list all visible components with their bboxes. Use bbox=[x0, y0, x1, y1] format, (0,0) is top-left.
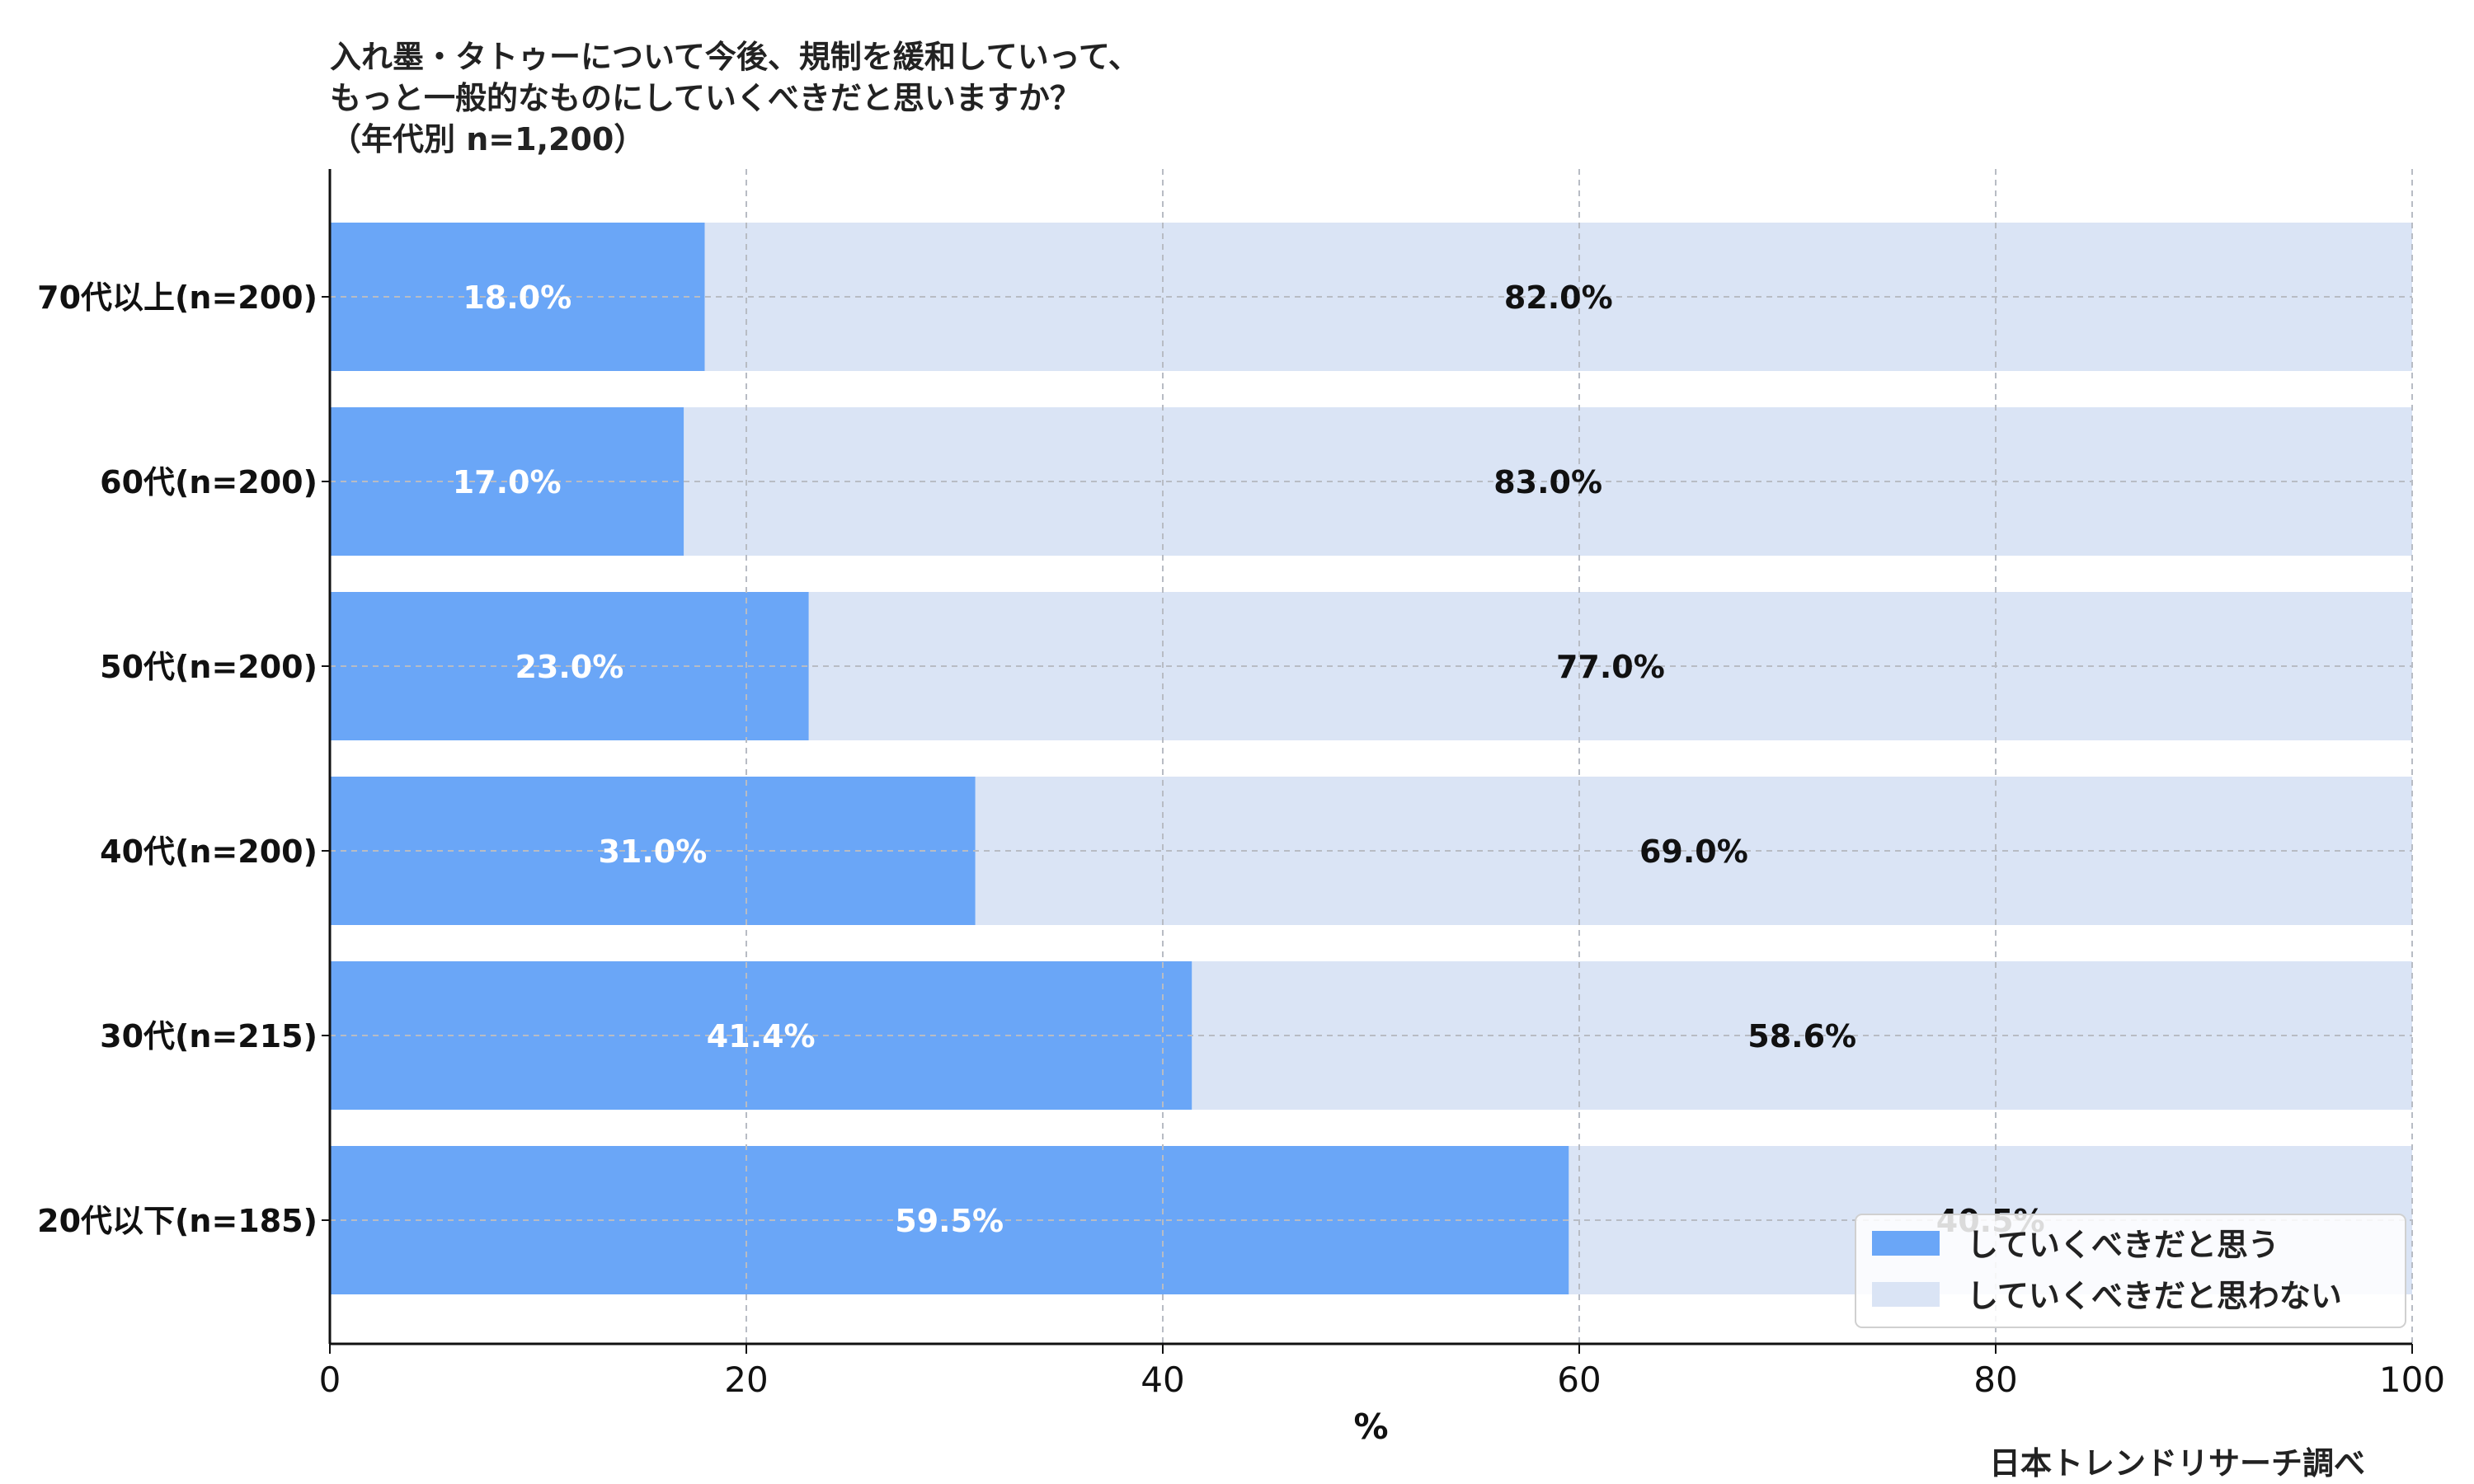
y-tick-label: 40代(n=200) bbox=[100, 834, 317, 870]
x-tick-label: 100 bbox=[2379, 1360, 2445, 1400]
data-label: 31.0% bbox=[598, 834, 707, 870]
data-label: 59.5% bbox=[895, 1203, 1004, 1239]
y-tick-label: 60代(n=200) bbox=[100, 464, 317, 500]
legend-box bbox=[1855, 1214, 2406, 1328]
y-tick-label: 50代(n=200) bbox=[100, 649, 317, 685]
bars-layer bbox=[330, 223, 2412, 1294]
x-tick-label: 80 bbox=[1973, 1360, 2017, 1400]
chart-title-line-1: 入れ墨・タトゥーについて今後、規制を緩和していって、 bbox=[330, 39, 1140, 75]
data-label: 23.0% bbox=[515, 649, 623, 685]
x-axis-label: % bbox=[1353, 1407, 1388, 1447]
y-tick-label: 70代以上(n=200) bbox=[37, 279, 317, 316]
data-label: 41.4% bbox=[707, 1018, 816, 1054]
source-credit: 日本トレンドリサーチ調べ bbox=[1988, 1445, 2365, 1482]
chart-title-line-2: もっと一般的なものにしていくべきだと思いますか？ bbox=[330, 80, 1081, 116]
chart-title-line-3: （年代別 n=1,200） bbox=[330, 121, 646, 157]
x-tick-label: 20 bbox=[724, 1360, 768, 1400]
data-label: 17.0% bbox=[453, 464, 562, 500]
x-tick-label: 40 bbox=[1141, 1360, 1184, 1400]
x-tick-label: 60 bbox=[1557, 1360, 1601, 1400]
data-label: 58.6% bbox=[1747, 1018, 1856, 1054]
axes-layer: 70代以上(n=200) 60代(n=200) 50代(n=200) 40代(n=20… bbox=[37, 169, 2445, 1447]
data-label: 69.0% bbox=[1639, 834, 1748, 870]
y-tick-label: 20代以下(n=185) bbox=[37, 1203, 317, 1239]
legend-swatch bbox=[1872, 1282, 1940, 1307]
legend-swatch bbox=[1872, 1231, 1940, 1256]
legend-label: していくべきだと思わない bbox=[1967, 1278, 2342, 1314]
data-label: 83.0% bbox=[1493, 464, 1602, 500]
y-tick-label: 30代(n=215) bbox=[100, 1018, 317, 1054]
data-label: 82.0% bbox=[1504, 279, 1613, 316]
x-tick-label: 0 bbox=[319, 1360, 341, 1400]
legend-label: していくべきだと思う bbox=[1967, 1227, 2279, 1263]
data-label: 77.0% bbox=[1556, 649, 1665, 685]
data-label: 18.0% bbox=[463, 279, 571, 316]
